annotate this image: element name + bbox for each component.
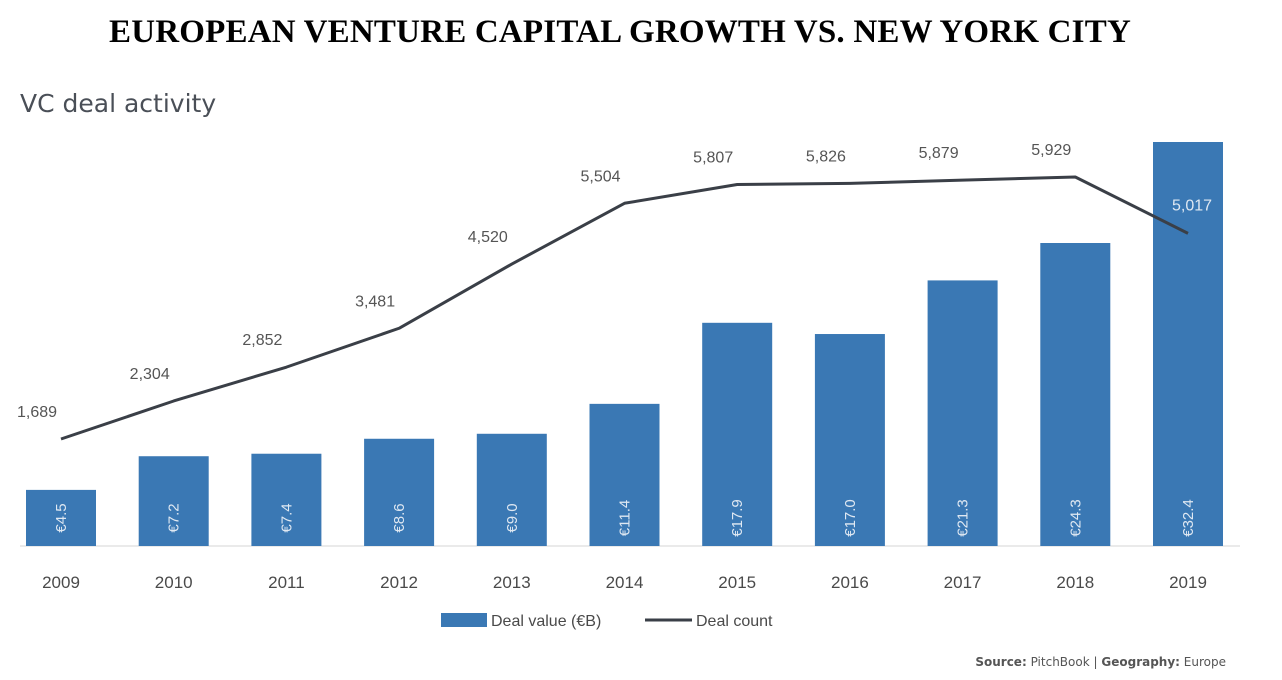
x-tick-label-2019: 2019: [1169, 573, 1207, 592]
bar-value-label-2018: €24.3: [1067, 499, 1084, 537]
legend: Deal value (€B) Deal count: [441, 613, 773, 630]
source-note: Source: PitchBook | Geography: Europe: [975, 655, 1226, 669]
bar-value-label-2014: €11.4: [617, 500, 634, 536]
bar-value-label-2012: €8.6: [391, 503, 408, 532]
bars-group: €4.5 €7.2 €7.4 €8.6 €9.0 €11.4 €17.9 €17.0 €21.3…: [26, 142, 1223, 546]
x-tick-label-2017: 2017: [944, 573, 982, 592]
deal-count-label-2018: 5,929: [1031, 142, 1071, 159]
source-label: Source:: [975, 655, 1026, 669]
deal-count-line: [60, 175, 1189, 441]
source-value: PitchBook: [1031, 655, 1090, 669]
legend-label-deal-count: Deal count: [696, 613, 773, 630]
x-tick-label-2011: 2011: [268, 573, 305, 592]
deal-count-label-2016: 5,826: [806, 148, 846, 165]
bar-value-label-2017: €21.3: [955, 499, 972, 537]
chart-title: VC deal activity: [20, 89, 216, 118]
deal-count-label-2019: 5,017: [1172, 197, 1212, 214]
headline: EUROPEAN VENTURE CAPITAL GROWTH VS. NEW …: [109, 14, 1131, 50]
x-tick-label-2016: 2016: [831, 573, 869, 592]
bar-2010: [138, 456, 209, 546]
geography-value: Europe: [1184, 655, 1226, 669]
x-tick-label-2010: 2010: [155, 573, 193, 592]
deal-count-label-2014: 5,504: [580, 168, 620, 185]
bar-2015: [702, 322, 773, 546]
deal-count-label-2010: 2,304: [130, 366, 170, 383]
bar-2011: [251, 453, 322, 546]
x-tick-label-2012: 2012: [380, 573, 418, 592]
bar-2018: [1040, 243, 1111, 546]
bar-value-label-2011: €7.4: [278, 503, 295, 532]
x-tick-label-2009: 2009: [42, 573, 80, 592]
deal-count-label-2011: 2,852: [242, 332, 282, 349]
geography-label: Geography:: [1101, 655, 1180, 669]
bar-2014: [589, 403, 660, 546]
bar-value-label-2016: €17.0: [842, 499, 859, 537]
legend-label-deal-value: Deal value (€B): [491, 613, 601, 630]
x-tick-label-2013: 2013: [493, 573, 531, 592]
bar-value-label-2015: €17.9: [729, 499, 746, 537]
x-tick-label-2014: 2014: [606, 573, 644, 592]
x-tick-label-2018: 2018: [1056, 573, 1094, 592]
x-tick-label-2015: 2015: [718, 573, 756, 592]
bar-value-label-2010: €7.2: [166, 503, 183, 532]
deal-count-line-group: 1,689 2,304 2,852 3,481 4,520 5,504 5,807 5,826…: [17, 142, 1212, 441]
bar-2019: [1153, 142, 1223, 546]
deal-count-label-2013: 4,520: [468, 229, 508, 246]
category-labels: 2009 2010 2011 2012 2013 2014 2015 2016 2017 2018…: [42, 573, 1207, 592]
source-separator: |: [1094, 655, 1098, 669]
deal-count-label-2012: 3,481: [355, 293, 395, 310]
bar-2009: [26, 489, 96, 546]
bar-value-label-2009: €4.5: [53, 503, 70, 532]
bar-2012: [364, 438, 435, 546]
bar-2016: [814, 334, 885, 546]
deal-count-label-2015: 5,807: [693, 150, 733, 167]
legend-swatch-deal-value: [441, 613, 487, 627]
bar-value-label-2013: €9.0: [504, 503, 521, 532]
bar-value-label-2019: €32.4: [1180, 499, 1197, 537]
bar-2017: [927, 280, 998, 546]
deal-count-label-2009: 1,689: [17, 404, 57, 421]
deal-count-label-2017: 5,879: [919, 145, 959, 162]
bar-2013: [476, 433, 547, 546]
